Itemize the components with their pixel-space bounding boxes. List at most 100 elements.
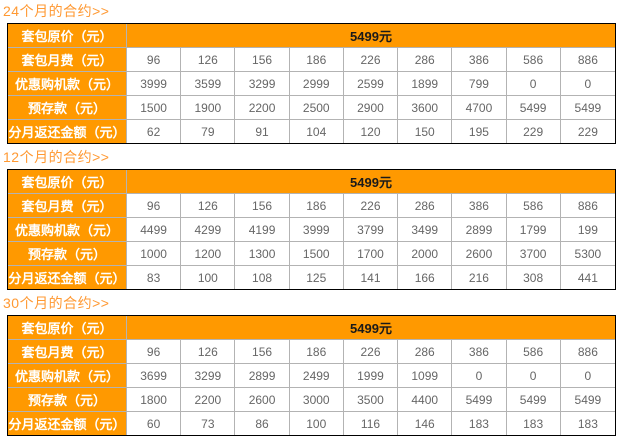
- value-cell: 2499: [289, 364, 344, 388]
- value-cell: 886: [560, 194, 615, 218]
- table-row: 套包月费（元） 96 126 156 186 226 286 386 586 886: [8, 340, 615, 364]
- row-label: 套包原价（元）: [8, 170, 127, 194]
- value-cell: 126: [181, 340, 236, 364]
- value-cell: 104: [289, 120, 344, 143]
- value-cell: 2999: [289, 72, 344, 96]
- value-cell: 2599: [343, 72, 399, 96]
- value-cell: 96: [127, 48, 182, 72]
- row-label: 分月返还金额（元）: [8, 120, 127, 143]
- value-cell: 79: [181, 120, 236, 143]
- value-cell: 141: [343, 266, 399, 289]
- value-cell: 108: [235, 266, 290, 289]
- section-title-link[interactable]: 12个月的合约>>: [3, 149, 110, 165]
- original-price-cell: 5499元: [127, 316, 615, 340]
- row-label: 优惠购机款（元）: [8, 364, 127, 388]
- value-cell: 386: [452, 48, 507, 72]
- contract-section: 12个月的合约>> 套包原价（元） 5499元 套包月费（元） 96 126 156 186 2…: [0, 149, 625, 290]
- value-cell: 5499: [560, 96, 615, 120]
- value-cell: 150: [398, 120, 453, 143]
- value-cell: 1099: [398, 364, 453, 388]
- value-cell: 3999: [289, 218, 344, 242]
- value-cell: 183: [506, 412, 561, 435]
- table-row: 分月返还金额（元） 62 79 91 104 120 150 195 229 229: [8, 120, 615, 143]
- row-label: 预存款（元）: [8, 96, 127, 120]
- table-row: 预存款（元） 1800 2200 2600 3000 3500 4400 5499 5499 54…: [8, 388, 615, 412]
- pricing-table: 套包原价（元） 5499元 套包月费（元） 96 126 156 186 226 286 386 5…: [7, 315, 616, 436]
- value-cell: 60: [127, 412, 182, 435]
- value-cell: 4199: [235, 218, 290, 242]
- value-cell: 286: [398, 48, 453, 72]
- row-label: 优惠购机款（元）: [8, 218, 127, 242]
- table-row: 预存款（元） 1000 1200 1300 1500 1700 2000 2600 3700 53…: [8, 242, 615, 266]
- value-cell: 226: [343, 340, 399, 364]
- value-cell: 2500: [289, 96, 344, 120]
- contract-section: 30个月的合约>> 套包原价（元） 5499元 套包月费（元） 96 126 156 186 2…: [0, 295, 625, 436]
- value-cell: 4400: [398, 388, 453, 412]
- value-cell: 1900: [181, 96, 236, 120]
- table-row: 套包原价（元） 5499元: [8, 24, 615, 48]
- value-cell: 3699: [127, 364, 182, 388]
- value-cell: 2900: [343, 96, 399, 120]
- value-cell: 1799: [506, 218, 561, 242]
- value-cell: 886: [560, 340, 615, 364]
- value-cell: 146: [398, 412, 453, 435]
- pricing-table: 套包原价（元） 5499元 套包月费（元） 96 126 156 186 226 286 386 5…: [7, 23, 616, 144]
- value-cell: 2600: [452, 242, 507, 266]
- value-cell: 2899: [235, 364, 290, 388]
- row-label: 套包月费（元）: [8, 48, 127, 72]
- value-cell: 3799: [343, 218, 399, 242]
- value-cell: 226: [343, 48, 399, 72]
- value-cell: 100: [289, 412, 344, 435]
- original-price-cell: 5499元: [127, 24, 615, 48]
- value-cell: 226: [343, 194, 399, 218]
- value-cell: 286: [398, 194, 453, 218]
- value-cell: 1000: [127, 242, 182, 266]
- value-cell: 1500: [289, 242, 344, 266]
- value-cell: 3000: [289, 388, 344, 412]
- value-cell: 3999: [127, 72, 182, 96]
- value-cell: 886: [560, 48, 615, 72]
- value-cell: 216: [452, 266, 507, 289]
- value-cell: 116: [343, 412, 399, 435]
- section-title-link[interactable]: 24个月的合约>>: [3, 3, 110, 19]
- table-row: 优惠购机款（元） 4499 4299 4199 3999 3799 3499 2899 1799…: [8, 218, 615, 242]
- table-row: 套包原价（元） 5499元: [8, 316, 615, 340]
- table-row: 套包月费（元） 96 126 156 186 226 286 386 586 886: [8, 194, 615, 218]
- value-cell: 5300: [560, 242, 615, 266]
- value-cell: 186: [289, 194, 344, 218]
- value-cell: 120: [343, 120, 399, 143]
- original-price-cell: 5499元: [127, 170, 615, 194]
- table-row: 分月返还金额（元） 60 73 86 100 116 146 183 183 183: [8, 412, 615, 435]
- value-cell: 125: [289, 266, 344, 289]
- value-cell: 156: [235, 48, 290, 72]
- value-cell: 100: [181, 266, 236, 289]
- value-cell: 3499: [398, 218, 453, 242]
- value-cell: 1899: [398, 72, 453, 96]
- value-cell: 1800: [127, 388, 182, 412]
- value-cell: 1999: [343, 364, 399, 388]
- value-cell: 1200: [181, 242, 236, 266]
- value-cell: 4499: [127, 218, 182, 242]
- value-cell: 308: [506, 266, 561, 289]
- value-cell: 195: [452, 120, 507, 143]
- value-cell: 229: [506, 120, 561, 143]
- value-cell: 96: [127, 194, 182, 218]
- section-title-link[interactable]: 30个月的合约>>: [3, 295, 110, 311]
- value-cell: 0: [452, 364, 507, 388]
- row-label: 预存款（元）: [8, 242, 127, 266]
- value-cell: 386: [452, 194, 507, 218]
- value-cell: 0: [506, 72, 561, 96]
- value-cell: 586: [506, 194, 561, 218]
- value-cell: 5499: [452, 388, 507, 412]
- table-row: 分月返还金额（元） 83 100 108 125 141 166 216 308 441: [8, 266, 615, 289]
- value-cell: 83: [127, 266, 182, 289]
- value-cell: 3600: [398, 96, 453, 120]
- row-label: 套包月费（元）: [8, 340, 127, 364]
- value-cell: 199: [560, 218, 615, 242]
- value-cell: 126: [181, 194, 236, 218]
- value-cell: 1500: [127, 96, 182, 120]
- pricing-table: 套包原价（元） 5499元 套包月费（元） 96 126 156 186 226 286 386 5…: [7, 169, 616, 290]
- value-cell: 4299: [181, 218, 236, 242]
- table-row: 预存款（元） 1500 1900 2200 2500 2900 3600 4700 5499 54…: [8, 96, 615, 120]
